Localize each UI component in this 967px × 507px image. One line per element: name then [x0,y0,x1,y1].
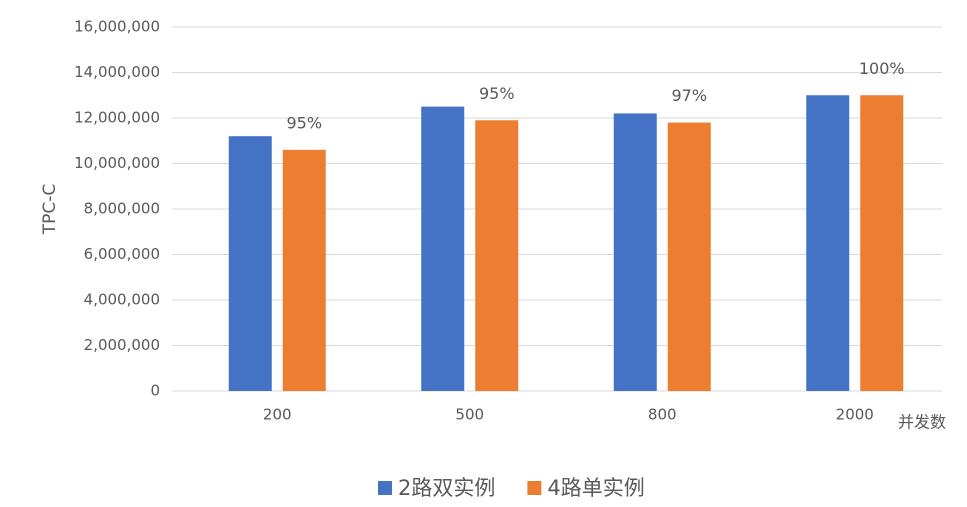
bar [613,113,657,391]
bar [282,149,326,391]
y-tick-label: 6,000,000 [84,245,160,263]
y-tick-label: 8,000,000 [84,200,160,218]
annotation: 95% [286,113,322,132]
legend-swatch [527,481,542,495]
annotation: 97% [671,86,707,105]
y-tick-label: 16,000,000 [74,18,160,36]
x-tick-label: 2000 [836,406,874,424]
y-tick-label: 14,000,000 [74,63,160,81]
bar [860,95,904,391]
bar [475,120,519,392]
bar [228,136,272,391]
y-axis-label: TPC-C [40,184,60,236]
annotation: 100% [859,59,905,78]
legend-swatch [378,481,392,495]
bar [667,122,711,392]
y-tick-label: 4,000,000 [84,291,160,309]
legend-label: 2路双实例 [398,476,495,500]
y-tick-label: 2,000,000 [84,336,160,354]
x-tick-label: 500 [455,406,484,424]
annotation: 95% [479,84,515,103]
bar [806,95,850,391]
x-axis-label: 并发数 [898,413,946,432]
legend-label: 4路单实例 [547,476,644,500]
y-tick-label: 12,000,000 [74,109,160,127]
y-tick-label: 10,000,000 [74,154,160,172]
y-tick-label: 0 [150,382,160,400]
bar [421,106,465,391]
x-tick-label: 200 [263,406,292,424]
x-tick-label: 800 [648,406,677,424]
